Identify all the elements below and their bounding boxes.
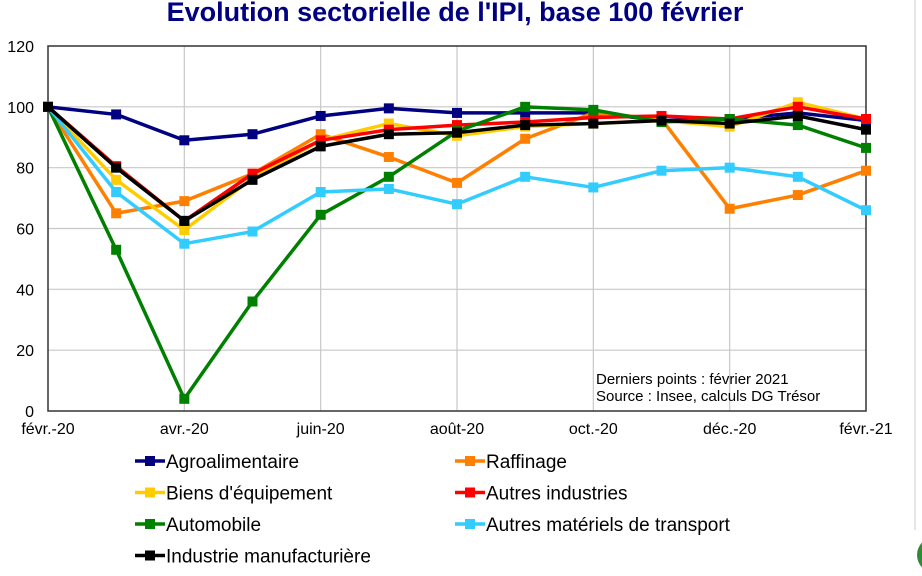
data-point [452,107,462,118]
y-tick-label: 120 [7,39,34,56]
data-point [111,244,122,255]
data-point [315,110,326,121]
data-point [588,118,599,129]
data-point [383,183,394,194]
data-point [588,104,599,115]
y-tick-label: 20 [16,343,34,360]
data-point [861,165,871,176]
legend-marker [145,487,155,498]
data-point [111,162,122,173]
data-point [520,171,531,182]
data-point [520,101,531,112]
data-point [588,112,599,123]
y-tick-label: 60 [16,222,34,239]
data-point [383,171,394,182]
legend-marker [465,519,475,529]
data-point [179,196,190,207]
legend-label: Raffinage [486,452,567,473]
x-tick-label: avr.-20 [160,421,209,438]
legend-label: Autres matériels de transport [486,515,731,536]
data-point [315,209,326,220]
data-point [315,135,326,146]
legend-marker [145,550,155,561]
data-point [383,103,394,114]
y-tick-label: 40 [16,282,34,299]
x-tick-label: août-20 [430,421,484,438]
data-point [315,129,326,140]
x-tick-label: févr.-20 [21,421,74,438]
data-point [179,393,190,404]
data-point [792,190,803,201]
x-tick-label: févr.-21 [839,421,892,438]
legend-label: Industrie manufacturière [166,547,371,568]
data-point [179,225,190,236]
data-point [111,174,122,185]
legend-label: Agroalimentaire [166,452,299,473]
data-point [792,120,803,131]
data-point [861,124,871,135]
data-point [792,171,803,182]
data-point [452,127,462,138]
data-point [520,107,531,118]
legend-marker [465,456,475,466]
legend-marker [145,519,155,529]
legend-marker [145,456,155,466]
y-tick-label: 0 [25,404,34,421]
data-point [861,142,871,153]
legend-label: Biens d'équipement [166,484,333,505]
data-point [861,114,871,124]
data-point [520,133,531,144]
data-point [315,187,326,197]
data-point [111,109,122,120]
data-point [179,135,190,146]
data-point [247,174,258,185]
data-point [656,115,667,126]
data-point [452,199,462,210]
y-tick-label: 100 [7,100,34,117]
data-point [520,120,531,131]
data-point [724,203,735,214]
y-tick-label: 80 [16,161,34,178]
data-point [792,110,803,121]
data-point [179,215,190,226]
data-point [247,226,258,237]
data-point [315,141,326,152]
data-point [247,168,258,179]
corner-badge [917,542,922,568]
x-tick-label: juin-20 [296,421,345,438]
data-point [43,101,53,112]
legend-marker [465,487,475,498]
data-point [111,208,122,219]
data-point [383,152,394,163]
x-tick-label: déc.-20 [703,421,756,438]
data-point [179,238,190,249]
data-point [656,165,667,176]
data-point [111,187,122,197]
data-point [247,296,258,307]
x-tick-label: oct.-20 [569,421,618,438]
data-point [792,101,803,112]
legend-label: Autres industries [486,484,628,505]
data-point [452,120,462,131]
data-point [247,129,258,140]
plot-frame [47,45,867,412]
data-point [383,129,394,140]
data-point [383,118,394,129]
source-note: Derniers points : février 2021 [596,371,789,388]
data-point [861,205,871,216]
data-point [588,182,599,193]
source-note: Source : Insee, calculs DG Trésor [596,388,820,405]
data-point [452,177,462,188]
data-point [724,162,735,173]
legend-label: Automobile [166,515,261,536]
chart-title: Evolution sectorielle de l'IPI, base 100… [166,0,744,27]
data-point [724,118,735,129]
